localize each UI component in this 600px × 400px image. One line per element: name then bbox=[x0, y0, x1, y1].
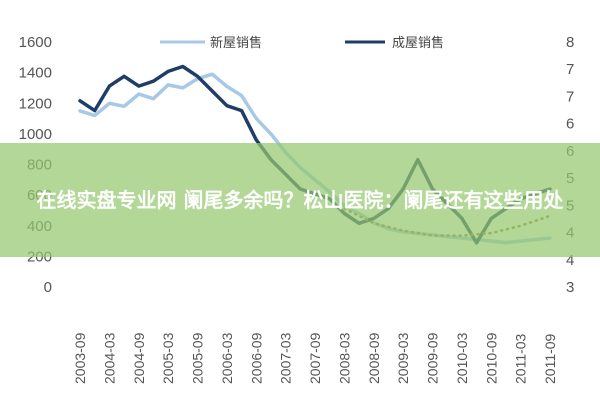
legend-label-new-home-sales: 新屋销售 bbox=[210, 35, 262, 51]
right-tick-label: 7 bbox=[566, 61, 574, 78]
headline-title[interactable]: 在线实盘专业网 阑尾多余吗？松山医院：阑尾还有这些用处 bbox=[36, 187, 564, 212]
left-tick-label: 0 bbox=[44, 279, 52, 296]
x-tick-label: 2008-09 bbox=[366, 332, 382, 384]
x-tick-label: 2008-03 bbox=[336, 332, 352, 384]
left-tick-label: 1000 bbox=[19, 126, 52, 143]
x-tick-label: 2004-03 bbox=[101, 332, 117, 384]
x-tick-label: 2007-03 bbox=[278, 332, 294, 384]
legend-label-existing-home-sales: 成屋销售 bbox=[392, 35, 444, 51]
headline-banner[interactable]: 在线实盘专业网 阑尾多余吗？松山医院：阑尾还有这些用处 bbox=[0, 143, 600, 257]
x-tick-label: 2004-09 bbox=[131, 332, 147, 384]
x-tick-label: 2011-03 bbox=[513, 333, 529, 384]
x-tick-label: 2005-03 bbox=[160, 332, 176, 384]
right-tick-label: 7 bbox=[566, 88, 574, 105]
x-axis: 2003-09 2004-03 2004-09 2005-03 2005-09 2006-… bbox=[72, 332, 558, 384]
x-tick-label: 2005-09 bbox=[190, 332, 206, 384]
right-tick-label: 4 bbox=[566, 252, 574, 269]
x-tick-label: 2010-03 bbox=[454, 332, 470, 384]
right-tick-label: 6 bbox=[566, 116, 574, 133]
x-tick-label: 2011-09 bbox=[542, 333, 558, 384]
x-tick-label: 2009-03 bbox=[395, 332, 411, 384]
legend: 新屋销售 成屋销售 bbox=[160, 35, 444, 51]
x-tick-label: 2006-09 bbox=[248, 332, 264, 384]
x-tick-label: 2010-09 bbox=[483, 332, 499, 384]
x-tick-label: 2007-09 bbox=[307, 332, 323, 384]
left-tick-label: 1400 bbox=[19, 65, 52, 82]
left-tick-label: 1600 bbox=[19, 34, 52, 51]
x-tick-label: 2003-09 bbox=[72, 332, 88, 384]
right-tick-label: 8 bbox=[566, 34, 574, 51]
x-tick-label: 2006-03 bbox=[219, 332, 235, 384]
left-tick-label: 1200 bbox=[19, 95, 52, 112]
x-tick-label: 2009-09 bbox=[425, 332, 441, 384]
right-tick-label: 3 bbox=[566, 279, 574, 296]
